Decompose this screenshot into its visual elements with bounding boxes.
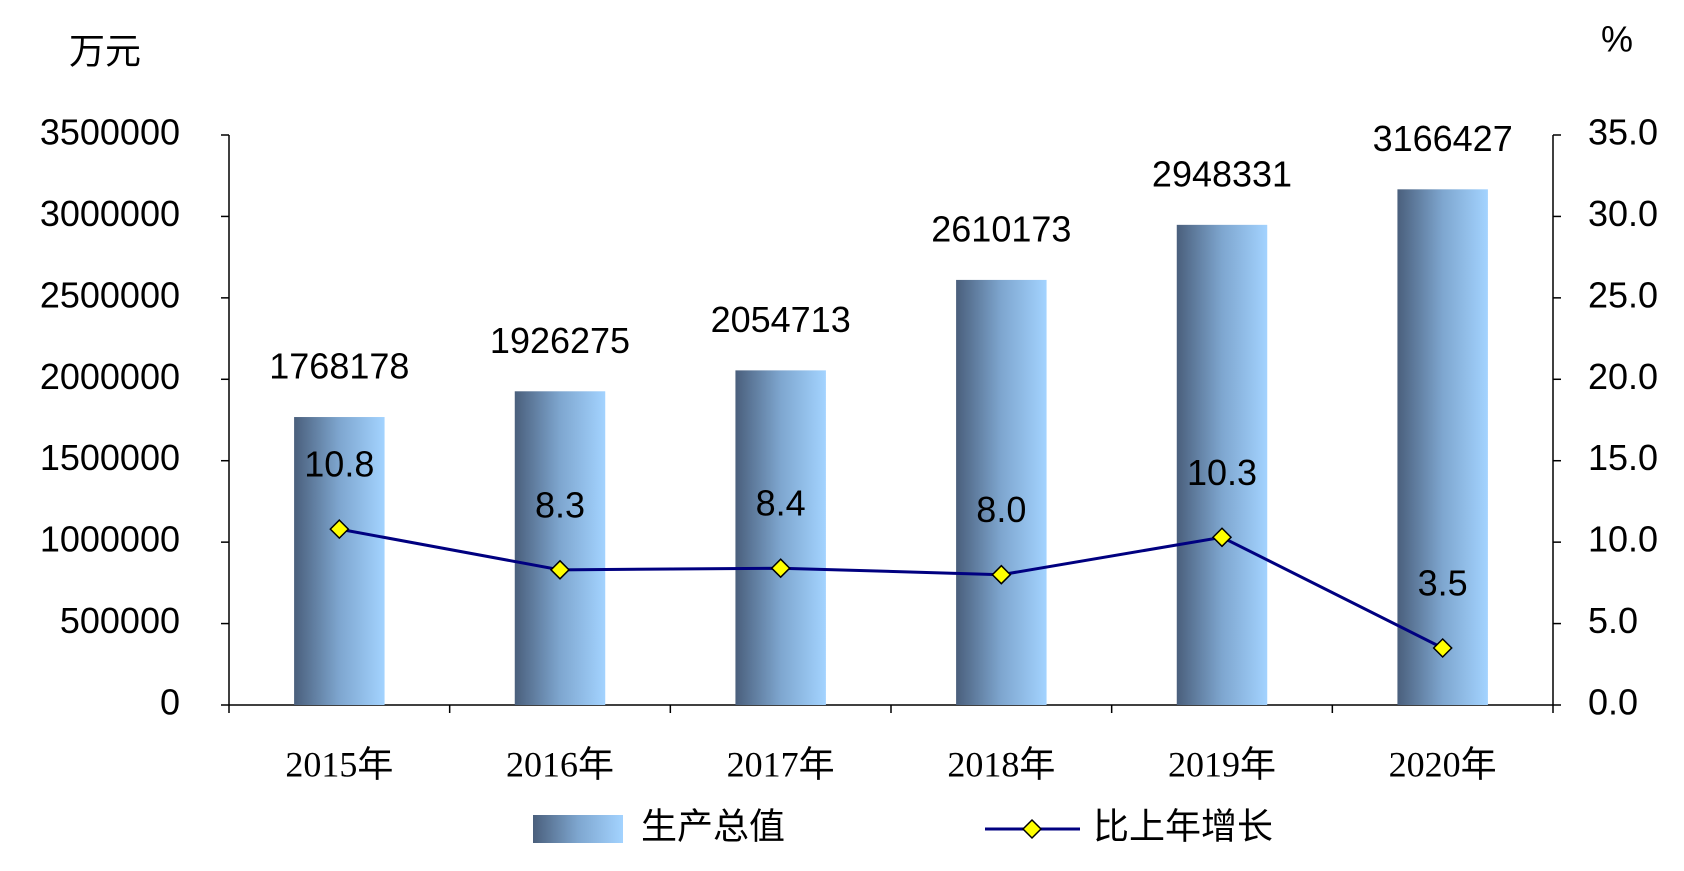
- bar: [514, 391, 606, 705]
- line-value-label: 8.4: [756, 483, 806, 524]
- y-tick-label: 0: [160, 682, 180, 723]
- line-value-label: 8.0: [976, 489, 1026, 530]
- bar: [1397, 189, 1488, 705]
- y-tick-label: 2000000: [40, 356, 180, 397]
- line-marker: [1211, 527, 1233, 548]
- y-tick-label: 500000: [60, 600, 180, 641]
- legend-label: 生产总值: [641, 806, 785, 847]
- x-tick-label: 2016年: [506, 744, 614, 784]
- y2-unit: %: [1601, 19, 1633, 60]
- line-marker: [549, 559, 571, 580]
- bar-value-label: 3166427: [1373, 118, 1513, 159]
- line-marker: [1432, 637, 1453, 659]
- y-tick-label: 3500000: [40, 112, 180, 153]
- line: [339, 527, 1444, 650]
- x-tick-label: 2019年: [1168, 744, 1276, 784]
- y2-tick-label: 15.0: [1588, 437, 1658, 478]
- bar: [294, 417, 385, 705]
- legend-marker: [1021, 818, 1043, 840]
- bar: [1176, 224, 1268, 705]
- y-tick-label: 1000000: [40, 519, 180, 560]
- y2-tick-label: 5.0: [1588, 600, 1638, 641]
- line-marker: [991, 564, 1012, 585]
- bar: [956, 279, 1047, 705]
- y2-tick-label: 35.0: [1588, 112, 1658, 153]
- bar-value-label: 1768178: [269, 346, 409, 387]
- x-tick-label: 2020年: [1389, 744, 1497, 784]
- y-tick-label: 1500000: [40, 437, 180, 478]
- bar-value-label: 2054713: [711, 299, 851, 340]
- y2-tick-label: 0.0: [1588, 682, 1638, 723]
- legend-swatch: [533, 815, 623, 843]
- line-value-label: 3.5: [1418, 563, 1468, 604]
- y2-tick-label: 25.0: [1588, 274, 1658, 315]
- y-unit: 万元: [69, 31, 141, 72]
- x-tick-label: 2015年: [285, 744, 393, 784]
- bar: [735, 370, 826, 705]
- legend-label: 比上年增长: [1093, 806, 1273, 847]
- y2-tick-label: 30.0: [1588, 193, 1658, 234]
- y2-tick-label: 10.0: [1588, 519, 1658, 560]
- line-value-label: 8.3: [535, 484, 585, 525]
- line-value-label: 10.3: [1187, 452, 1257, 493]
- x-tick-label: 2018年: [947, 744, 1055, 784]
- line-marker: [770, 558, 791, 579]
- line-marker: [329, 519, 350, 540]
- y-tick-label: 3000000: [40, 193, 180, 234]
- y-tick-label: 2500000: [40, 274, 180, 315]
- bar-value-label: 2610173: [931, 208, 1071, 249]
- bar-value-label: 1926275: [490, 320, 630, 361]
- line-value-label: 10.8: [304, 444, 374, 485]
- x-tick-label: 2017年: [727, 744, 835, 784]
- bar-value-label: 2948331: [1152, 153, 1292, 194]
- y2-tick-label: 20.0: [1588, 356, 1658, 397]
